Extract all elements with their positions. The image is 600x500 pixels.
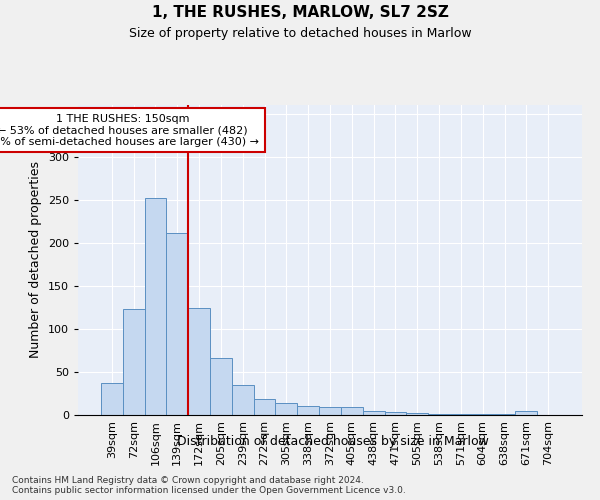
Bar — [254, 398, 275, 415]
Bar — [101, 383, 123, 415]
Bar — [363, 410, 385, 415]
Bar — [472, 414, 494, 415]
Bar — [385, 412, 406, 415]
Text: Distribution of detached houses by size in Marlow: Distribution of detached houses by size … — [177, 434, 489, 448]
Bar — [297, 406, 319, 415]
Text: Contains HM Land Registry data © Crown copyright and database right 2024.
Contai: Contains HM Land Registry data © Crown c… — [12, 476, 406, 495]
Bar — [166, 234, 188, 415]
Bar — [341, 407, 363, 415]
Bar — [210, 358, 232, 415]
Bar — [188, 308, 210, 415]
Bar — [494, 414, 515, 415]
Bar — [232, 385, 254, 415]
Bar — [428, 414, 450, 415]
Bar — [145, 198, 166, 415]
Bar — [319, 407, 341, 415]
Y-axis label: Number of detached properties: Number of detached properties — [29, 162, 42, 358]
Bar — [123, 309, 145, 415]
Text: Size of property relative to detached houses in Marlow: Size of property relative to detached ho… — [128, 28, 472, 40]
Bar — [275, 403, 297, 415]
Text: 1, THE RUSHES, MARLOW, SL7 2SZ: 1, THE RUSHES, MARLOW, SL7 2SZ — [152, 5, 448, 20]
Bar — [515, 410, 537, 415]
Bar — [406, 414, 428, 415]
Bar — [450, 414, 472, 415]
Text: 1 THE RUSHES: 150sqm
← 53% of detached houses are smaller (482)
47% of semi-deta: 1 THE RUSHES: 150sqm ← 53% of detached h… — [0, 114, 259, 147]
